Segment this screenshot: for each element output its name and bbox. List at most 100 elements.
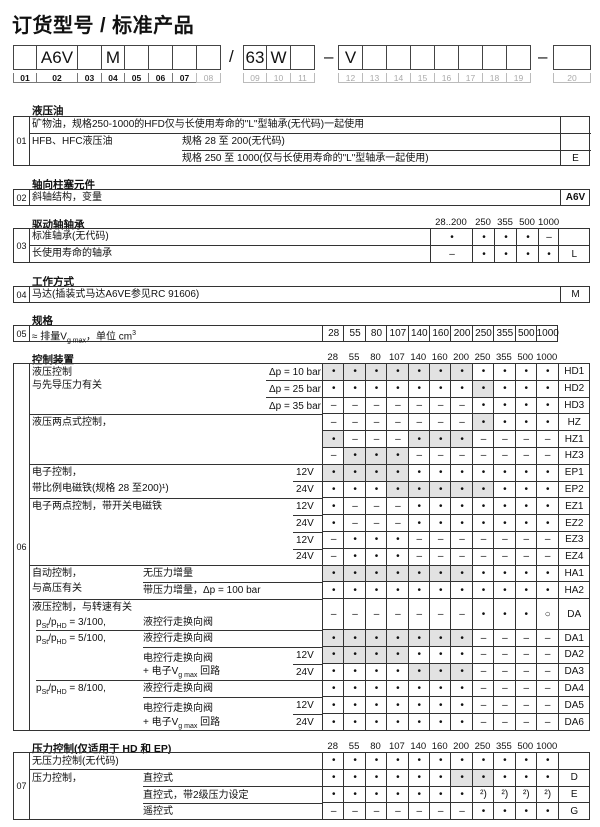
- availability-cell-DA1-160: •: [429, 630, 452, 647]
- option-code-DA4: DA4: [557, 680, 590, 698]
- availability-cell-row0-500: •: [514, 753, 537, 770]
- availability-cell-DA6-250: –: [471, 714, 495, 731]
- availability-cell-DA1-28: •: [322, 630, 345, 647]
- availability-cell-HA1-28: •: [322, 565, 345, 583]
- availability-cell-row0-1000: •: [536, 753, 559, 770]
- ha1-label: 无压力增量: [143, 568, 193, 579]
- availability-cell-HZ-80: –: [364, 414, 388, 432]
- availability-cell-EZ3-160: –: [429, 532, 452, 549]
- availability-cell-HZ-1000: •: [536, 414, 559, 432]
- ep-label: 电子控制，: [32, 467, 82, 478]
- availability-cell-EZ1-250: •: [471, 498, 495, 516]
- availability-cell-EZ2-80: –: [364, 515, 388, 532]
- option-code-DA3: DA3: [557, 663, 590, 681]
- availability-cell-HD1-80: •: [364, 364, 388, 381]
- availability-cell-DA1-1000: –: [536, 630, 559, 647]
- section-number: 06: [14, 364, 30, 730]
- availability-cell-G-107: –: [386, 803, 409, 821]
- availability-cell-DA6-200: •: [450, 714, 473, 731]
- availability-cell-DA3-1000: –: [536, 663, 559, 681]
- availability-cell-HZ-200: –: [450, 414, 473, 432]
- availability-cell-DA6-28: •: [322, 714, 345, 731]
- availability-cell-EP1-140: •: [407, 464, 430, 482]
- voltage-24v: 24V: [296, 484, 314, 495]
- availability-cell-EP1-55: •: [343, 464, 366, 482]
- availability-cell-HA1-200: •: [450, 565, 473, 583]
- availability-cell-HD3-107: –: [386, 397, 409, 415]
- availability-cell-HD2-55: •: [343, 380, 366, 398]
- availability-cell-DA1-140: •: [407, 630, 430, 647]
- option-code-HA2: HA2: [557, 582, 590, 600]
- availability-cell-DA4-1000: –: [536, 680, 559, 698]
- availability-cell-EZ1-140: •: [407, 498, 430, 516]
- availability-cell-DA5-355: –: [493, 697, 516, 715]
- size-header-200: 200: [453, 741, 470, 752]
- availability-cell-DA2-250: –: [471, 647, 495, 664]
- availability-cell-EZ3-80: •: [364, 532, 388, 549]
- availability-cell-DA3-140: •: [407, 663, 430, 681]
- availability-cell-HD1-355: •: [493, 364, 516, 381]
- availability-cell-E-200: •: [450, 786, 473, 804]
- availability-cell-EP1-107: •: [386, 464, 409, 482]
- availability-cell-HZ1-160: •: [429, 431, 452, 448]
- order-code-position-02: 02: [36, 73, 78, 83]
- availability-cell-DA-80: –: [364, 599, 388, 631]
- availability-cell-D-55: •: [343, 769, 366, 787]
- standard-bearing-label: 标准轴承(无代码): [32, 231, 109, 242]
- availability-cell-DA6-1000: –: [536, 714, 559, 731]
- availability-cell-G-80: –: [364, 803, 388, 821]
- availability-cell-DA1-200: •: [450, 630, 473, 647]
- size-header-1000: 1000: [536, 741, 558, 752]
- option-code-EZ4: EZ4: [557, 548, 590, 566]
- order-code-position-06: 06: [148, 73, 173, 83]
- availability-cell-HA2-80: •: [364, 582, 388, 600]
- voltage-12v: 12V: [296, 467, 314, 478]
- option-code-HZ3: HZ3: [557, 448, 590, 465]
- order-code-position-17: 17: [458, 73, 483, 83]
- pressure-control-label: 压力控制，: [32, 773, 82, 784]
- availability-cell-D-500: •: [514, 769, 537, 787]
- availability-cell-bearing-500: •: [516, 229, 539, 246]
- order-code-position-13: 13: [362, 73, 387, 83]
- availability-cell-EZ2-140: •: [407, 515, 430, 532]
- availability-cell-DA-500: •: [514, 599, 537, 631]
- voltage-24v: 24V: [296, 667, 314, 678]
- option-code-HD2: HD2: [557, 380, 590, 398]
- ratio-3-100: pSt/pHD = 3/100,: [36, 617, 106, 630]
- availability-cell-DA5-28: •: [322, 697, 345, 715]
- size-header-355: 355: [495, 352, 512, 363]
- availability-cell-row0-28: •: [322, 753, 345, 770]
- availability-cell-E-1000: ²): [536, 786, 559, 804]
- availability-cell-bearing-355: •: [494, 229, 517, 246]
- mineral-oil-label: 矿物油，规格250-1000的HFD仅与长使用寿命的"L"型轴承(无代码)一起使…: [32, 119, 365, 130]
- size-28-200-label: 规格 28 至 200(无代码): [182, 136, 285, 147]
- dp25-label: Δp = 25 bar: [269, 384, 321, 395]
- availability-cell-DA6-355: –: [493, 714, 516, 731]
- order-code-box-09: 63: [243, 45, 267, 70]
- availability-cell-HD2-140: •: [407, 380, 430, 398]
- voltage-12v: 12V: [296, 501, 314, 512]
- availability-cell-DA5-160: •: [429, 697, 452, 715]
- availability-cell-EZ4-355: –: [493, 548, 516, 566]
- order-code-box-01: [13, 45, 37, 70]
- size-header-28..200: 28..200: [435, 217, 467, 228]
- availability-cell-EZ2-28: •: [322, 515, 345, 532]
- availability-cell-bearing-250: •: [472, 246, 495, 263]
- availability-cell-EP1-160: •: [429, 464, 452, 482]
- availability-cell-HA2-500: •: [514, 582, 537, 600]
- availability-cell-HA1-80: •: [364, 565, 388, 583]
- order-code-position-11: 11: [290, 73, 315, 83]
- size-header-107: 107: [388, 352, 405, 363]
- availability-cell-EZ4-160: –: [429, 548, 452, 566]
- order-code-position-09: 09: [243, 73, 267, 83]
- ep-sublabel: 带比例电磁铁(规格 28 至200)¹): [32, 483, 169, 494]
- availability-cell-HA1-250: •: [471, 565, 495, 583]
- availability-cell-DA5-80: •: [364, 697, 388, 715]
- availability-cell-EZ4-140: –: [407, 548, 430, 566]
- availability-cell-EZ1-1000: •: [536, 498, 559, 516]
- availability-cell-HZ3-355: –: [493, 448, 516, 465]
- circuit-label: + 电子Vg max 回路: [143, 666, 221, 679]
- long-life-bearing-label: 长使用寿命的轴承: [32, 248, 112, 259]
- option-code-EZ2: EZ2: [557, 515, 590, 532]
- hd-label: 液压控制: [32, 367, 72, 378]
